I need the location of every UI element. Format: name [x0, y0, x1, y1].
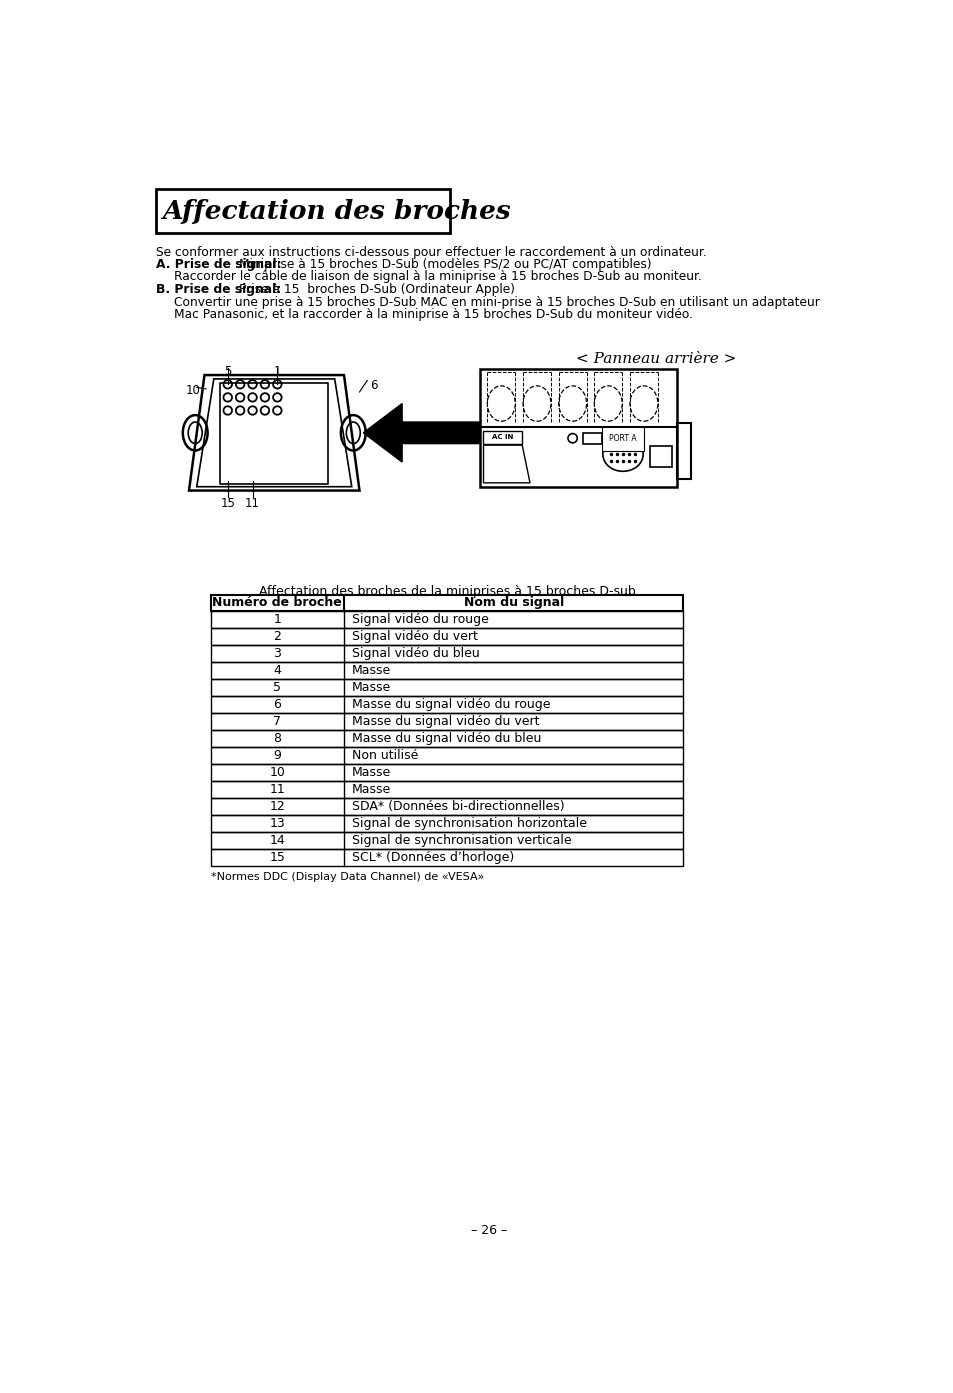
- Text: Mac Panasonic, et la raccorder à la miniprise à 15 broches D-Sub du moniteur vid: Mac Panasonic, et la raccorder à la mini…: [174, 308, 693, 320]
- Text: 9: 9: [274, 749, 281, 762]
- Text: Masse du signal vidéo du rouge: Masse du signal vidéo du rouge: [352, 698, 550, 710]
- Text: Signal vidéo du bleu: Signal vidéo du bleu: [352, 648, 479, 660]
- Text: Se conformer aux instructions ci-dessous pour effectuer le raccordement à un ord: Se conformer aux instructions ci-dessous…: [155, 245, 705, 259]
- Text: 14: 14: [269, 833, 285, 847]
- Bar: [211, 815, 682, 832]
- Bar: [211, 763, 682, 781]
- Bar: [211, 645, 682, 662]
- Bar: [211, 612, 682, 628]
- Text: SCL* (Données d’horloge): SCL* (Données d’horloge): [352, 851, 514, 864]
- Text: Prise à 15  broches D-Sub (Ordinateur Apple): Prise à 15 broches D-Sub (Ordinateur App…: [238, 283, 514, 295]
- Text: 10: 10: [269, 766, 285, 779]
- Text: 5: 5: [274, 681, 281, 694]
- Bar: [649, 446, 671, 468]
- Text: B. Prise de signal:: B. Prise de signal:: [155, 283, 280, 295]
- Bar: [211, 662, 682, 680]
- Text: Masse du signal vidéo du vert: Masse du signal vidéo du vert: [352, 715, 538, 729]
- Text: < Panneau arrière >: < Panneau arrière >: [576, 352, 736, 366]
- Text: A. Prise de signal:: A. Prise de signal:: [155, 258, 281, 272]
- Text: 5: 5: [224, 365, 232, 378]
- Text: Miniprise à 15 broches D-Sub (modèles PS/2 ou PC/AT compatibles): Miniprise à 15 broches D-Sub (modèles PS…: [238, 258, 651, 272]
- Bar: [211, 798, 682, 815]
- Text: 11: 11: [269, 783, 285, 795]
- Text: Nom du signal: Nom du signal: [463, 596, 563, 610]
- Text: Affectation des broches de la miniprises à 15 broches D-sub: Affectation des broches de la miniprises…: [258, 585, 635, 598]
- Text: *Normes DDC (Display Data Channel) de «VESA»: *Normes DDC (Display Data Channel) de «V…: [211, 872, 483, 882]
- Text: 10: 10: [185, 384, 200, 397]
- Text: Masse: Masse: [352, 783, 391, 795]
- Text: Signal vidéo du vert: Signal vidéo du vert: [352, 631, 477, 644]
- Text: 6: 6: [274, 698, 281, 710]
- Bar: [211, 696, 682, 713]
- Text: Signal de synchronisation horizontale: Signal de synchronisation horizontale: [352, 816, 586, 830]
- Text: 4: 4: [274, 664, 281, 677]
- Text: Masse du signal vidéo du bleu: Masse du signal vidéo du bleu: [352, 731, 540, 745]
- Text: 8: 8: [274, 731, 281, 745]
- Text: 11: 11: [245, 497, 260, 510]
- Bar: [211, 680, 682, 696]
- Bar: [211, 628, 682, 645]
- Bar: [211, 832, 682, 848]
- Text: 1: 1: [274, 613, 281, 627]
- Bar: [211, 848, 682, 865]
- Text: Non utilisé: Non utilisé: [352, 749, 417, 762]
- Text: 6: 6: [370, 379, 376, 391]
- Text: SDA* (Données bi-directionnelles): SDA* (Données bi-directionnelles): [352, 800, 564, 812]
- Text: Signal vidéo du rouge: Signal vidéo du rouge: [352, 613, 488, 627]
- Text: Masse: Masse: [352, 681, 391, 694]
- Text: 3: 3: [274, 648, 281, 660]
- Polygon shape: [363, 404, 479, 462]
- Text: Masse: Masse: [352, 664, 391, 677]
- Bar: [211, 713, 682, 730]
- Text: Numéro de broche: Numéro de broche: [213, 596, 342, 610]
- Text: Masse: Masse: [352, 766, 391, 779]
- Text: 2: 2: [274, 631, 281, 644]
- Bar: [211, 747, 682, 763]
- Text: PORT A: PORT A: [609, 435, 637, 443]
- Text: Convertir une prise à 15 broches D-Sub MAC en mini-prise à 15 broches D-Sub en u: Convertir une prise à 15 broches D-Sub M…: [174, 295, 820, 309]
- Bar: [211, 781, 682, 798]
- Text: 15: 15: [220, 497, 235, 510]
- Bar: [211, 595, 682, 612]
- Text: Affectation des broches: Affectation des broches: [162, 199, 510, 223]
- Text: Raccorder le câble de liaison de signal à la miniprise à 15 broches D-Sub au mon: Raccorder le câble de liaison de signal …: [174, 270, 701, 283]
- Text: 15: 15: [269, 851, 285, 864]
- Text: – 26 –: – 26 –: [471, 1223, 506, 1237]
- Text: Signal de synchronisation verticale: Signal de synchronisation verticale: [352, 833, 571, 847]
- Bar: [483, 430, 521, 444]
- Text: 12: 12: [269, 800, 285, 812]
- Text: AC IN: AC IN: [492, 435, 513, 440]
- Text: 7: 7: [274, 715, 281, 729]
- Bar: [155, 188, 450, 234]
- Bar: [582, 433, 601, 443]
- Text: 13: 13: [269, 816, 285, 830]
- Bar: [220, 383, 328, 485]
- Bar: [479, 369, 677, 486]
- Text: 1: 1: [274, 365, 281, 378]
- Bar: [211, 730, 682, 747]
